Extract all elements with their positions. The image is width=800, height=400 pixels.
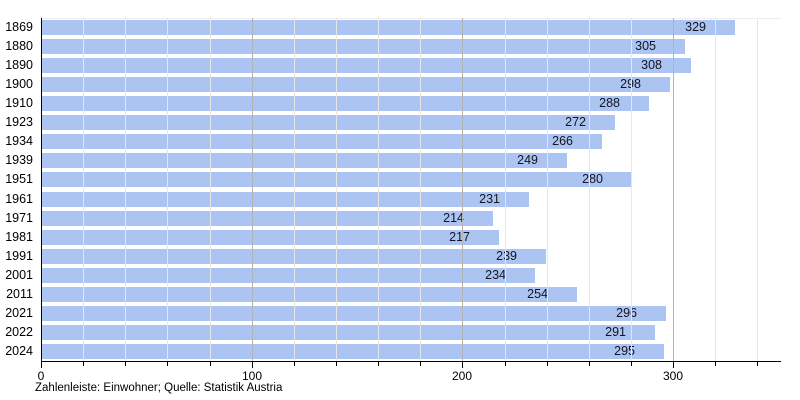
bar-value-label: 254 bbox=[527, 286, 548, 301]
x-axis-tick-label: 100 bbox=[241, 369, 263, 383]
gridline-minor bbox=[336, 18, 337, 361]
bar: 295 bbox=[42, 343, 664, 359]
x-axis-minor-tick bbox=[378, 362, 379, 366]
year-label: 1880 bbox=[5, 39, 33, 54]
bar-value-label: 214 bbox=[443, 210, 464, 225]
year-label: 1991 bbox=[5, 248, 33, 263]
gridline-minor bbox=[210, 18, 211, 361]
x-axis-tick-label: 200 bbox=[451, 369, 473, 383]
bar: 329 bbox=[42, 20, 735, 35]
year-label: 1900 bbox=[5, 77, 33, 92]
bar-value-label: 305 bbox=[635, 39, 656, 54]
bar: 249 bbox=[42, 153, 567, 169]
x-axis-line bbox=[41, 361, 781, 362]
year-label: 2024 bbox=[5, 343, 33, 358]
x-axis-minor-tick bbox=[210, 362, 211, 366]
bar-value-label: 298 bbox=[13, 77, 641, 92]
gridline-minor bbox=[420, 18, 421, 361]
gridline-minor bbox=[125, 18, 126, 361]
year-label: 1971 bbox=[5, 210, 33, 225]
x-axis-major-tick bbox=[252, 362, 253, 368]
x-axis-minor-tick bbox=[715, 362, 716, 366]
year-label: 2001 bbox=[5, 267, 33, 282]
y-axis-line bbox=[41, 18, 42, 362]
gridline-minor bbox=[378, 18, 379, 361]
x-axis-major-tick bbox=[41, 362, 42, 368]
bar: 280 bbox=[42, 172, 632, 188]
gridline-major bbox=[673, 18, 674, 361]
year-label: 1951 bbox=[5, 172, 33, 187]
bar: 272 bbox=[42, 115, 615, 131]
year-label: 1869 bbox=[5, 20, 33, 34]
x-axis-minor-tick bbox=[83, 362, 84, 366]
year-label: 2021 bbox=[5, 305, 33, 320]
gridline-minor bbox=[547, 18, 548, 361]
bar-value-label: 217 bbox=[449, 229, 470, 244]
bar-value-label: 288 bbox=[599, 96, 620, 111]
gridline-minor bbox=[715, 18, 716, 361]
bar-value-label: 272 bbox=[565, 115, 586, 130]
x-axis-minor-tick bbox=[420, 362, 421, 366]
bar-value-label: 291 bbox=[605, 324, 626, 339]
bar: 231 bbox=[42, 191, 529, 207]
gridline-minor bbox=[589, 18, 590, 361]
gridline-minor bbox=[631, 18, 632, 361]
x-axis-minor-tick bbox=[631, 362, 632, 366]
bar-value-label: 234 bbox=[485, 267, 506, 282]
x-axis-tick-label: 0 bbox=[37, 369, 45, 383]
year-label: 1939 bbox=[5, 153, 33, 168]
x-axis-minor-tick bbox=[336, 362, 337, 366]
x-axis-minor-tick bbox=[125, 362, 126, 366]
bar: 291 bbox=[42, 324, 655, 340]
gridline-major bbox=[252, 18, 253, 361]
gridline-minor bbox=[294, 18, 295, 361]
bar-value-label: 239 bbox=[496, 248, 517, 263]
bar-value-label: 329 bbox=[685, 20, 706, 34]
plot-top-border bbox=[41, 18, 781, 19]
bar-value-label: 280 bbox=[582, 172, 603, 187]
year-label: 1910 bbox=[5, 96, 33, 111]
bar: 214 bbox=[42, 210, 493, 226]
bar: 266 bbox=[42, 134, 602, 150]
bar: 298 bbox=[42, 77, 670, 93]
x-axis-minor-tick bbox=[167, 362, 168, 366]
bar: 254 bbox=[42, 286, 577, 302]
bar-value-label: 308 bbox=[641, 58, 662, 73]
year-label: 2011 bbox=[6, 286, 33, 301]
x-axis-minor-tick bbox=[547, 362, 548, 366]
x-axis-tick-label: 300 bbox=[662, 369, 684, 383]
gridline-minor bbox=[757, 18, 758, 361]
x-axis-major-tick bbox=[462, 362, 463, 368]
bar-value-label: 296 bbox=[616, 305, 637, 320]
gridline-major bbox=[462, 18, 463, 361]
chart-caption: Zahlenleiste: Einwohner; Quelle: Statist… bbox=[35, 382, 283, 394]
gridline-minor bbox=[167, 18, 168, 361]
bar-value-label: 266 bbox=[552, 134, 573, 149]
year-label: 1981 bbox=[5, 229, 33, 244]
year-label: 1923 bbox=[5, 115, 33, 130]
year-label: 1934 bbox=[5, 134, 33, 149]
x-axis-major-tick bbox=[673, 362, 674, 368]
bar: 296 bbox=[42, 305, 666, 321]
x-axis-minor-tick bbox=[589, 362, 590, 366]
bar: 217 bbox=[42, 229, 499, 245]
bar: 305 bbox=[42, 39, 685, 55]
gridline-minor bbox=[505, 18, 506, 361]
bar: 308 bbox=[42, 58, 691, 74]
bar-value-label: 231 bbox=[479, 191, 500, 206]
x-axis-minor-tick bbox=[757, 362, 758, 366]
year-label: 1961 bbox=[5, 191, 33, 206]
bar-value-label: 295 bbox=[614, 343, 635, 358]
year-label: 1890 bbox=[5, 58, 33, 73]
year-label: 2022 bbox=[5, 324, 33, 339]
bar: 234 bbox=[42, 267, 535, 283]
x-axis-minor-tick bbox=[505, 362, 506, 366]
x-axis-minor-tick bbox=[294, 362, 295, 366]
gridline-minor bbox=[83, 18, 84, 361]
bar-value-label: 249 bbox=[517, 153, 538, 168]
bar: 288 bbox=[42, 96, 649, 112]
